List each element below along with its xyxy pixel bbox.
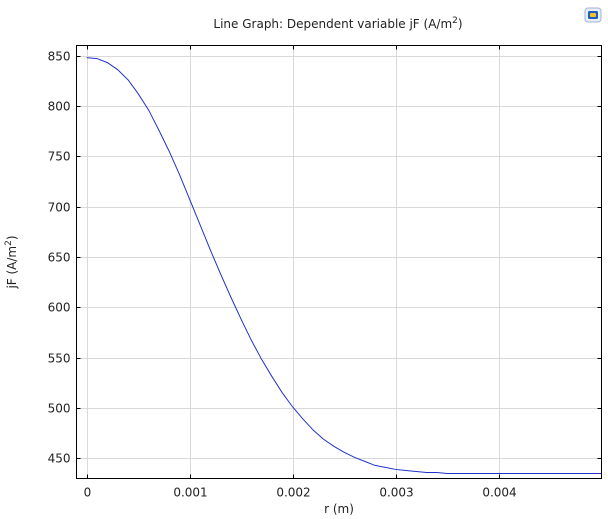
y-tick-label: 550 bbox=[48, 352, 71, 366]
series-layer bbox=[86, 57, 602, 474]
y-tick-label: 700 bbox=[48, 201, 71, 215]
grid-lines bbox=[76, 45, 602, 479]
y-tick-label: 600 bbox=[48, 301, 71, 315]
tick-layer: 0 0.001 0.002 0.003 0.004 450 500 550 600 650 700 7… bbox=[48, 45, 602, 500]
series-line bbox=[86, 57, 602, 474]
y-tick-label: 450 bbox=[48, 452, 71, 466]
y-axis-label: jF (A/m2) bbox=[4, 235, 19, 289]
y-tick-label: 850 bbox=[48, 50, 71, 64]
x-axis-label: r (m) bbox=[324, 502, 354, 516]
x-tick-label: 0.002 bbox=[276, 486, 310, 500]
y-tick-label: 750 bbox=[48, 150, 71, 164]
chart-title: Line Graph: Dependent variable jF (A/m2) bbox=[213, 16, 462, 31]
x-tick-label: 0 bbox=[84, 486, 92, 500]
plot-frame bbox=[76, 45, 602, 479]
y-tick-label: 800 bbox=[48, 100, 71, 114]
x-tick-label: 0.004 bbox=[482, 486, 516, 500]
x-tick-label: 0.001 bbox=[173, 486, 207, 500]
x-tick-label: 0.003 bbox=[379, 486, 413, 500]
y-tick-label: 500 bbox=[48, 402, 71, 416]
y-tick-label: 650 bbox=[48, 251, 71, 265]
image-export-icon[interactable] bbox=[584, 7, 602, 23]
